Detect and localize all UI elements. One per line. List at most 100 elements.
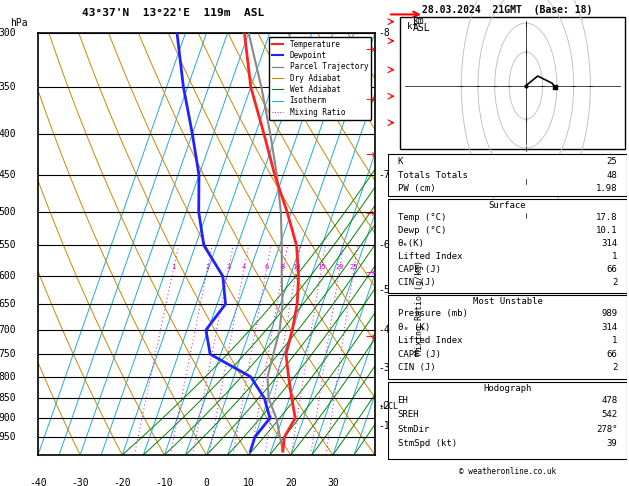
Text: 300: 300 bbox=[0, 28, 16, 38]
Text: →: → bbox=[366, 209, 375, 220]
Text: 314: 314 bbox=[601, 239, 618, 248]
Text: CAPE (J): CAPE (J) bbox=[398, 350, 440, 359]
Text: Most Unstable: Most Unstable bbox=[472, 297, 542, 306]
Text: 2: 2 bbox=[205, 264, 209, 270]
Text: -2: -2 bbox=[378, 401, 390, 411]
Text: 6: 6 bbox=[264, 264, 269, 270]
Bar bbox=[400, 17, 625, 149]
Text: 0: 0 bbox=[204, 478, 209, 486]
Bar bbox=[388, 295, 627, 379]
Text: 30: 30 bbox=[327, 478, 339, 486]
Text: 2: 2 bbox=[612, 278, 618, 287]
Text: 314: 314 bbox=[601, 323, 618, 332]
Text: -8: -8 bbox=[378, 28, 390, 38]
Text: Lifted Index: Lifted Index bbox=[398, 336, 462, 346]
Bar bbox=[388, 154, 627, 196]
Text: 10: 10 bbox=[292, 264, 301, 270]
Text: 500: 500 bbox=[0, 207, 16, 217]
Text: -3: -3 bbox=[378, 363, 390, 373]
Text: 28.03.2024  21GMT  (Base: 18): 28.03.2024 21GMT (Base: 18) bbox=[422, 5, 593, 15]
Text: 1.98: 1.98 bbox=[596, 184, 618, 193]
Text: →: → bbox=[366, 269, 375, 278]
Text: Mixing Ratio (g/kg): Mixing Ratio (g/kg) bbox=[415, 260, 423, 355]
Text: 43°37'N  13°22'E  119m  ASL: 43°37'N 13°22'E 119m ASL bbox=[82, 8, 264, 18]
Text: -30: -30 bbox=[71, 478, 89, 486]
Text: 900: 900 bbox=[0, 413, 16, 423]
Text: Pressure (mb): Pressure (mb) bbox=[398, 310, 467, 318]
Text: 478: 478 bbox=[601, 396, 618, 405]
Text: 650: 650 bbox=[0, 299, 16, 309]
Text: 25: 25 bbox=[350, 264, 358, 270]
Text: 1: 1 bbox=[171, 264, 175, 270]
Text: K: K bbox=[398, 157, 403, 166]
Text: -5: -5 bbox=[378, 285, 390, 295]
Text: 278°: 278° bbox=[596, 425, 618, 434]
Text: StmDir: StmDir bbox=[398, 425, 430, 434]
Text: 700: 700 bbox=[0, 325, 16, 335]
Text: 4: 4 bbox=[242, 264, 246, 270]
Text: Hodograph: Hodograph bbox=[483, 384, 532, 393]
Text: 350: 350 bbox=[0, 82, 16, 92]
Text: 542: 542 bbox=[601, 410, 618, 419]
Text: -7: -7 bbox=[378, 170, 390, 180]
Text: -10: -10 bbox=[155, 478, 173, 486]
Text: Temp (°C): Temp (°C) bbox=[398, 213, 446, 222]
Text: CAPE (J): CAPE (J) bbox=[398, 265, 440, 274]
Text: -40: -40 bbox=[29, 478, 47, 486]
Text: →: → bbox=[366, 150, 375, 160]
Text: EH: EH bbox=[398, 396, 408, 405]
Text: 17.8: 17.8 bbox=[596, 213, 618, 222]
Text: ASL: ASL bbox=[413, 23, 430, 33]
Text: hPa: hPa bbox=[9, 18, 27, 28]
Text: θₑ(K): θₑ(K) bbox=[398, 239, 425, 248]
Text: km: km bbox=[413, 16, 425, 26]
Text: 10: 10 bbox=[243, 478, 255, 486]
Text: 2: 2 bbox=[612, 363, 618, 372]
Text: StmSpd (kt): StmSpd (kt) bbox=[398, 439, 457, 448]
Text: Lifted Index: Lifted Index bbox=[398, 252, 462, 261]
Text: 8: 8 bbox=[281, 264, 285, 270]
Text: θₑ (K): θₑ (K) bbox=[398, 323, 430, 332]
Text: 15: 15 bbox=[317, 264, 325, 270]
Text: 10.1: 10.1 bbox=[596, 226, 618, 235]
Text: CIN (J): CIN (J) bbox=[398, 278, 435, 287]
Text: →: → bbox=[366, 96, 375, 105]
Text: →: → bbox=[366, 45, 375, 55]
Text: ₁LCL: ₁LCL bbox=[378, 402, 398, 411]
Text: 48: 48 bbox=[607, 171, 618, 180]
Text: 600: 600 bbox=[0, 271, 16, 281]
Text: PW (cm): PW (cm) bbox=[398, 184, 435, 193]
Text: 750: 750 bbox=[0, 349, 16, 359]
Text: 950: 950 bbox=[0, 432, 16, 442]
Text: SREH: SREH bbox=[398, 410, 419, 419]
Text: CIN (J): CIN (J) bbox=[398, 363, 435, 372]
Legend: Temperature, Dewpoint, Parcel Trajectory, Dry Adiabat, Wet Adiabat, Isotherm, Mi: Temperature, Dewpoint, Parcel Trajectory… bbox=[269, 37, 371, 120]
Text: © weatheronline.co.uk: © weatheronline.co.uk bbox=[459, 468, 556, 476]
Text: 3: 3 bbox=[226, 264, 230, 270]
Bar bbox=[388, 382, 627, 458]
Text: 20: 20 bbox=[335, 264, 343, 270]
Text: Dewp (°C): Dewp (°C) bbox=[398, 226, 446, 235]
Text: 550: 550 bbox=[0, 241, 16, 250]
Text: 39: 39 bbox=[607, 439, 618, 448]
Text: 800: 800 bbox=[0, 372, 16, 382]
Text: Surface: Surface bbox=[489, 201, 526, 210]
Text: 400: 400 bbox=[0, 129, 16, 139]
Text: kt: kt bbox=[407, 22, 418, 31]
Text: -4: -4 bbox=[378, 325, 390, 335]
Text: -6: -6 bbox=[378, 241, 390, 250]
Text: →: → bbox=[366, 332, 375, 342]
Text: 25: 25 bbox=[607, 157, 618, 166]
Text: 1: 1 bbox=[612, 252, 618, 261]
Text: 450: 450 bbox=[0, 170, 16, 180]
Text: -1: -1 bbox=[378, 421, 390, 431]
Text: 989: 989 bbox=[601, 310, 618, 318]
Text: 20: 20 bbox=[285, 478, 297, 486]
Bar bbox=[388, 199, 627, 293]
Text: 850: 850 bbox=[0, 393, 16, 403]
Text: -20: -20 bbox=[113, 478, 131, 486]
Text: 66: 66 bbox=[607, 350, 618, 359]
Text: Totals Totals: Totals Totals bbox=[398, 171, 467, 180]
Text: 1: 1 bbox=[612, 336, 618, 346]
Text: 66: 66 bbox=[607, 265, 618, 274]
